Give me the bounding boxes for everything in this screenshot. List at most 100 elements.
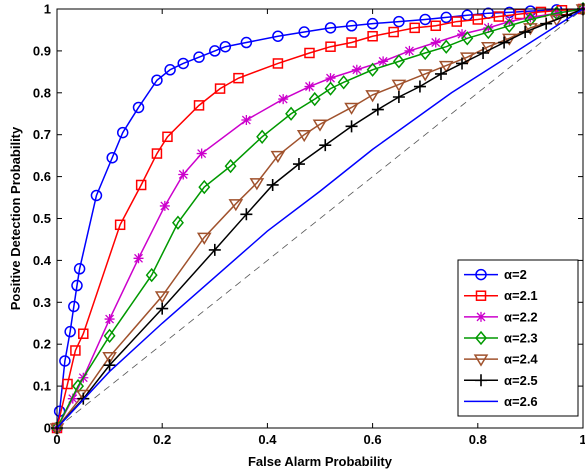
- y-tick-label: 0.2: [33, 337, 51, 352]
- series-line: [56, 8, 584, 429]
- legend-marker: [475, 374, 487, 387]
- data-point: [132, 101, 145, 114]
- data-point: [345, 120, 358, 133]
- data-point: [459, 52, 475, 65]
- data-point: [68, 300, 80, 313]
- data-point: [114, 219, 126, 231]
- data-point: [151, 148, 163, 159]
- data-point: [392, 90, 405, 103]
- data-point: [73, 263, 86, 275]
- data-point: [378, 56, 389, 67]
- data-point: [172, 215, 184, 230]
- data-point: [145, 267, 158, 283]
- data-point: [270, 150, 286, 164]
- series-2: [51, 3, 585, 434]
- data-point: [208, 243, 221, 256]
- data-point: [164, 64, 176, 76]
- legend-entry-1: α=2: [464, 267, 527, 282]
- legend-marker: [475, 330, 487, 346]
- data-point: [193, 100, 205, 111]
- y-tick-label: 1: [44, 2, 51, 17]
- data-point: [285, 106, 298, 121]
- data-point: [308, 91, 321, 107]
- data-point: [196, 148, 207, 159]
- data-point: [477, 46, 490, 59]
- series-7: [56, 8, 584, 429]
- plot-area: [49, 1, 585, 436]
- data-point: [154, 291, 170, 304]
- data-point: [133, 253, 144, 264]
- x-tick-label: 0.4: [258, 432, 277, 447]
- data-point: [472, 14, 484, 25]
- data-point: [256, 129, 269, 144]
- data-point: [451, 16, 463, 27]
- legend: α=2 α=2.1 α=2.2 α=2.3 α=2.4 α=2.5 α=2.6: [457, 259, 579, 417]
- data-point: [71, 279, 83, 292]
- data-point: [325, 73, 336, 84]
- x-tick-label: 0.6: [364, 432, 382, 447]
- data-point: [102, 352, 117, 365]
- data-point: [272, 30, 284, 42]
- data-point: [438, 60, 454, 74]
- x-tick-label: 0.2: [153, 432, 171, 447]
- data-point: [240, 36, 253, 49]
- data-point: [502, 33, 517, 46]
- data-point: [498, 36, 511, 49]
- data-point: [78, 328, 89, 339]
- data-point: [493, 11, 505, 22]
- x-axis-title: False Alarm Probability: [248, 454, 393, 469]
- legend-label: α=2.4: [504, 352, 538, 367]
- series-line: [56, 8, 584, 429]
- data-point: [162, 131, 173, 143]
- y-tick-label: 0: [44, 421, 51, 436]
- data-point: [228, 199, 244, 212]
- legend-label: α=2.2: [504, 309, 538, 324]
- data-point: [304, 81, 315, 92]
- legend-label: α=2.3: [504, 331, 538, 346]
- axes: 0 0.2 0.4 0.6 0.8 1 0 0.1 0.2 0.3 0.4 0.5 0.6 0.7 0.8 0…: [8, 2, 585, 470]
- data-point: [434, 67, 447, 80]
- data-point: [482, 24, 495, 40]
- y-tick-label: 0.7: [33, 127, 51, 142]
- legend-entry-4: α=2.3: [464, 331, 538, 346]
- data-point: [419, 13, 431, 26]
- reference-diagonal-line: [56, 8, 584, 429]
- data-point: [365, 90, 380, 103]
- series-4: [51, 1, 585, 436]
- data-point: [70, 345, 81, 356]
- x-tick-label: 0.8: [469, 432, 487, 447]
- data-point: [419, 45, 432, 61]
- data-point: [249, 178, 265, 191]
- data-point: [64, 325, 76, 338]
- data-point: [504, 16, 515, 27]
- legend-label: α=2: [504, 267, 527, 282]
- y-axis-title: Positive Detection Probability: [8, 126, 23, 310]
- data-point: [178, 169, 189, 180]
- data-point: [440, 11, 452, 24]
- legend-marker: [473, 354, 489, 367]
- data-point: [224, 158, 237, 174]
- data-point: [319, 139, 332, 152]
- x-tick-label: 0: [53, 432, 60, 447]
- data-point: [351, 64, 362, 75]
- data-point: [456, 57, 469, 70]
- data-point: [278, 94, 289, 105]
- data-point: [103, 328, 116, 343]
- data-point: [106, 151, 118, 164]
- data-point: [392, 54, 405, 69]
- data-point: [461, 31, 474, 46]
- data-point: [240, 208, 253, 221]
- legend-entry-3: α=2.2: [464, 309, 538, 324]
- series-line: [56, 8, 584, 429]
- data-point: [417, 69, 433, 82]
- data-point: [430, 20, 441, 32]
- data-point: [214, 83, 226, 94]
- data-point: [404, 45, 415, 56]
- legend-entry-7: α=2.6: [464, 394, 538, 409]
- data-point: [241, 115, 252, 126]
- data-point: [135, 179, 147, 191]
- x-tick-label: 1: [579, 432, 585, 447]
- data-point: [514, 8, 526, 20]
- data-point: [272, 58, 284, 69]
